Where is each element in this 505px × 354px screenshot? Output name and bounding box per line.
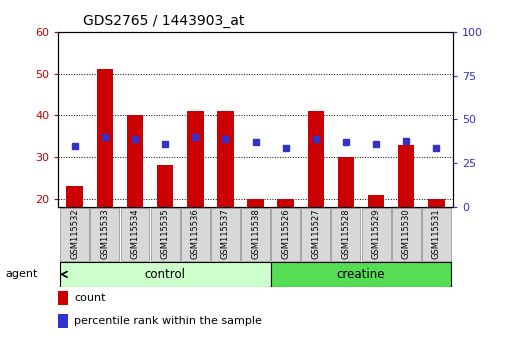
Text: GSM115529: GSM115529 (371, 209, 380, 259)
Text: count: count (74, 293, 105, 303)
FancyBboxPatch shape (361, 208, 390, 261)
FancyBboxPatch shape (60, 208, 89, 261)
Bar (217, 111, 233, 207)
Text: GSM115538: GSM115538 (250, 209, 260, 259)
Bar (277, 199, 293, 207)
Text: GSM115528: GSM115528 (341, 209, 350, 259)
Bar (58, 314, 68, 328)
Bar (58, 291, 68, 305)
FancyBboxPatch shape (90, 208, 119, 261)
FancyBboxPatch shape (271, 208, 299, 261)
FancyBboxPatch shape (421, 208, 450, 261)
Bar (247, 199, 263, 207)
Bar (397, 144, 414, 207)
Bar (187, 111, 203, 207)
Text: GSM115532: GSM115532 (70, 209, 79, 259)
Bar (367, 195, 384, 207)
Text: GSM115530: GSM115530 (401, 209, 410, 259)
Bar (66, 186, 83, 207)
Text: agent: agent (5, 269, 37, 279)
Text: GSM115537: GSM115537 (221, 209, 229, 259)
FancyBboxPatch shape (120, 208, 149, 261)
Text: GSM115535: GSM115535 (160, 209, 169, 259)
Text: GSM115526: GSM115526 (281, 209, 289, 259)
FancyBboxPatch shape (180, 208, 209, 261)
FancyBboxPatch shape (211, 208, 239, 261)
Text: GSM115531: GSM115531 (431, 209, 440, 259)
FancyBboxPatch shape (391, 208, 420, 261)
Bar (307, 111, 323, 207)
FancyBboxPatch shape (331, 208, 360, 261)
Bar (427, 199, 444, 207)
Text: creatine: creatine (336, 268, 384, 281)
Bar (96, 69, 113, 207)
FancyBboxPatch shape (270, 262, 450, 287)
Text: GSM115536: GSM115536 (190, 209, 199, 259)
Text: percentile rank within the sample: percentile rank within the sample (74, 316, 261, 326)
Bar (126, 115, 143, 207)
FancyBboxPatch shape (150, 208, 179, 261)
Text: control: control (144, 268, 185, 281)
Text: GSM115533: GSM115533 (100, 209, 109, 259)
FancyBboxPatch shape (301, 208, 330, 261)
Text: GDS2765 / 1443903_at: GDS2765 / 1443903_at (83, 14, 244, 28)
Text: GSM115527: GSM115527 (311, 209, 320, 259)
FancyBboxPatch shape (60, 262, 270, 287)
Text: GSM115534: GSM115534 (130, 209, 139, 259)
Bar (337, 157, 354, 207)
Bar (157, 165, 173, 207)
FancyBboxPatch shape (240, 208, 270, 261)
